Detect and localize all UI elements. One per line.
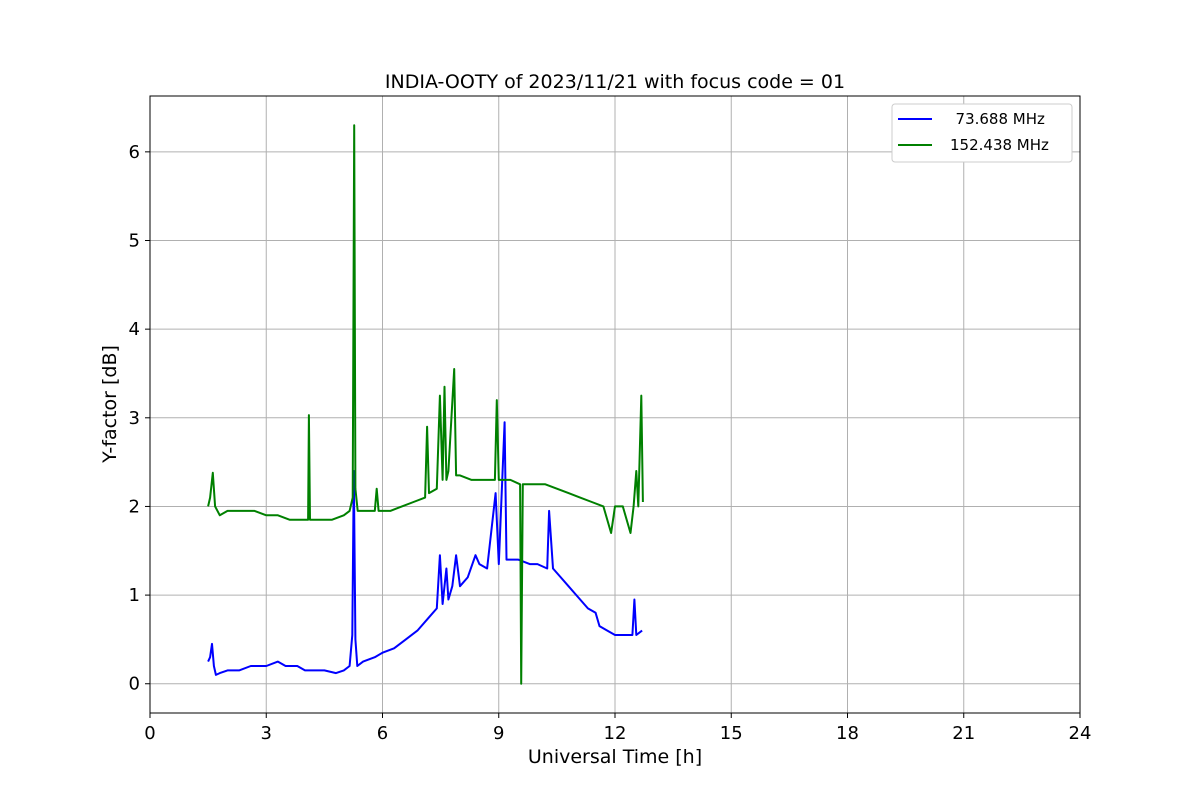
x-tick-label: 24 (1069, 723, 1092, 744)
x-tick-label: 0 (144, 723, 155, 744)
legend: 73.688 MHz 152.438 MHz (891, 103, 1073, 163)
y-tick-label: 4 (129, 319, 140, 340)
x-tick-label: 15 (720, 723, 743, 744)
x-tick-label: 21 (952, 723, 975, 744)
series-layer (207, 124, 644, 685)
x-tick-label: 3 (261, 723, 272, 744)
x-tick-label: 18 (836, 723, 859, 744)
legend-box (891, 103, 1073, 163)
x-tick-label: 12 (604, 723, 627, 744)
legend-label-series-1: 73.688 MHz (946, 110, 1045, 128)
y-tick-label: 5 (129, 230, 140, 251)
y-axis-label: Y-factor [dB] (99, 345, 121, 464)
y-tick-label: 2 (129, 496, 140, 517)
series-line-2 (207, 124, 644, 685)
legend-label-series-2: 152.438 MHz (950, 136, 1049, 154)
chart-title: INDIA-OOTY of 2023/11/21 with focus code… (385, 71, 845, 93)
y-tick-label: 3 (129, 408, 140, 429)
y-tick-label: 1 (129, 585, 140, 606)
x-tick-label: 9 (493, 723, 504, 744)
y-tick-label: 6 (129, 142, 140, 163)
x-axis-label: Universal Time [h] (528, 746, 702, 768)
x-tick-label: 6 (377, 723, 388, 744)
series-line-1 (207, 421, 643, 676)
y-tick-label: 0 (129, 674, 140, 695)
